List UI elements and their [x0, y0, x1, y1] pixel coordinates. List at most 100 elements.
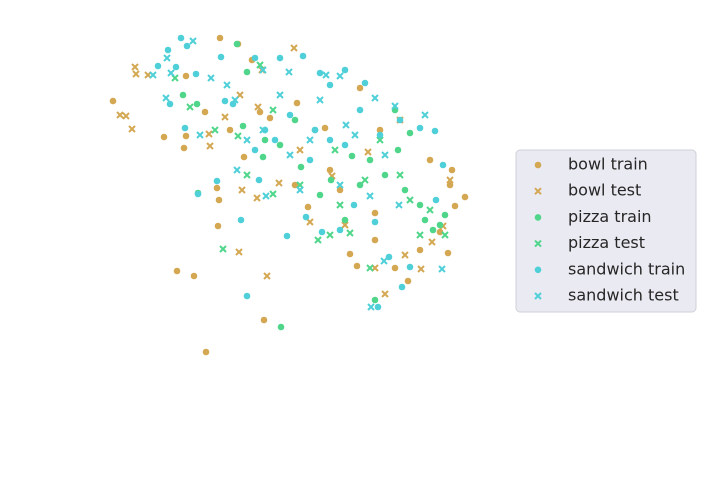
- point: [235, 248, 243, 256]
- point: [182, 132, 190, 140]
- point: [364, 148, 372, 156]
- point: [214, 222, 222, 230]
- point: [316, 96, 324, 104]
- point: [213, 184, 221, 192]
- point: [243, 292, 251, 300]
- point: [326, 136, 334, 144]
- point: [416, 246, 424, 254]
- point: [116, 111, 124, 119]
- point: [371, 218, 379, 226]
- point: [276, 91, 284, 99]
- point: [291, 181, 299, 189]
- point: [416, 201, 424, 209]
- point: [262, 192, 270, 200]
- legend-marker: [534, 214, 542, 221]
- point: [446, 176, 454, 184]
- point: [376, 136, 384, 144]
- point: [285, 68, 293, 76]
- point: [182, 72, 190, 80]
- point: [240, 153, 248, 161]
- point: [255, 176, 263, 184]
- point: [316, 191, 324, 199]
- point: [417, 265, 425, 273]
- point: [341, 66, 349, 74]
- point: [381, 290, 389, 298]
- point: [306, 218, 314, 226]
- point: [215, 196, 223, 204]
- point: [361, 79, 369, 87]
- point: [163, 54, 171, 62]
- point: [296, 186, 304, 194]
- point: [261, 136, 269, 144]
- point: [314, 236, 322, 244]
- point: [371, 236, 379, 244]
- point: [196, 131, 204, 139]
- point: [181, 124, 189, 132]
- point: [297, 163, 305, 171]
- point: [166, 100, 174, 108]
- point: [353, 262, 361, 270]
- legend-marker: [534, 239, 542, 248]
- point: [128, 125, 136, 133]
- point: [371, 209, 379, 217]
- point: [381, 171, 389, 179]
- point: [348, 152, 356, 160]
- point: [276, 141, 284, 149]
- legend-marker: [534, 292, 542, 300]
- point: [351, 131, 359, 139]
- point: [192, 70, 200, 78]
- point: [259, 126, 267, 134]
- point: [438, 265, 446, 273]
- point: [380, 257, 388, 265]
- point: [283, 232, 291, 240]
- point: [193, 100, 201, 108]
- point: [266, 114, 274, 122]
- point: [223, 81, 231, 89]
- point: [336, 186, 344, 194]
- point: [326, 81, 334, 89]
- point: [233, 166, 241, 174]
- point: [256, 108, 264, 116]
- point: [391, 102, 399, 110]
- point: [436, 221, 444, 229]
- point: [219, 245, 227, 253]
- point: [439, 161, 447, 169]
- point: [428, 238, 436, 246]
- point: [237, 216, 245, 224]
- point: [416, 124, 424, 132]
- point: [269, 106, 277, 114]
- point: [164, 46, 172, 54]
- point: [286, 151, 294, 159]
- point: [336, 181, 344, 189]
- point: [221, 97, 229, 105]
- legend-marker: [534, 161, 542, 169]
- point: [211, 126, 219, 134]
- point: [316, 69, 324, 77]
- point: [231, 96, 239, 104]
- point: [183, 42, 191, 50]
- legend-box: [515, 149, 697, 313]
- point: [190, 272, 198, 280]
- point: [239, 122, 247, 130]
- point: [461, 193, 469, 201]
- point: [186, 103, 194, 111]
- point: [160, 133, 168, 141]
- point: [322, 71, 330, 79]
- legend-label: bowl train: [568, 155, 648, 174]
- point: [394, 146, 402, 154]
- point: [336, 226, 344, 234]
- point: [180, 144, 188, 152]
- point: [406, 196, 414, 204]
- point: [189, 37, 197, 45]
- point: [149, 71, 157, 79]
- point: [356, 84, 364, 92]
- point: [293, 99, 301, 107]
- point: [217, 53, 225, 61]
- point: [431, 127, 439, 135]
- point: [444, 249, 452, 257]
- point: [426, 206, 434, 214]
- point: [296, 146, 304, 154]
- point: [396, 116, 404, 124]
- point: [404, 277, 412, 285]
- legend-marker: [534, 187, 542, 195]
